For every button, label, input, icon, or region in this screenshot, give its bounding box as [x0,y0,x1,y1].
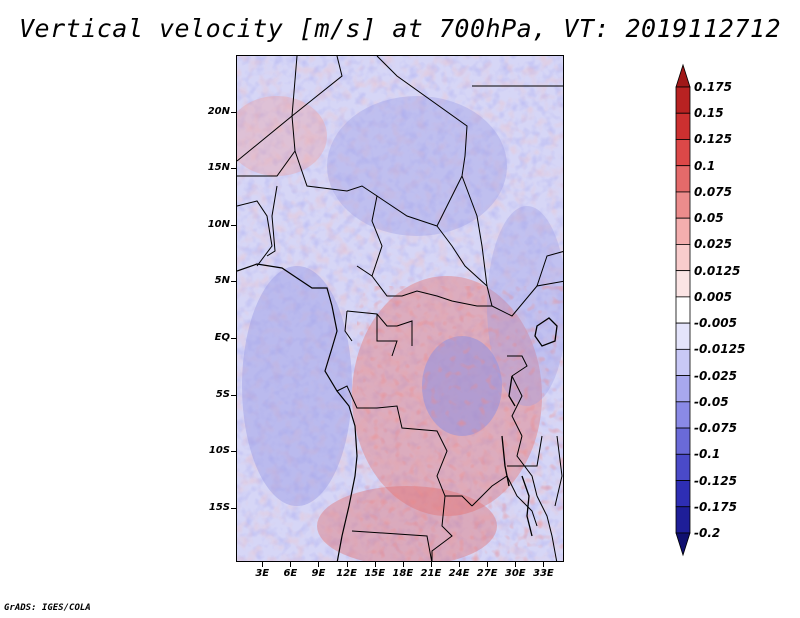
lat-tick-mark [231,281,236,283]
lat-tick-label: EQ [214,331,230,343]
subsidence-region-west [242,266,352,506]
colorbar-tick-label: 0.005 [694,289,732,304]
colorbar-segment [675,480,691,508]
colorbar-tick-label: -0.05 [694,394,729,409]
colorbar-segment [675,401,691,429]
colorbar-tick-label: 0.025 [694,237,732,252]
lat-tick-label: 15N [207,162,230,174]
colorbar-segment [675,191,691,219]
lon-tick-mark [543,562,545,567]
lon-tick-label: 30E [504,568,526,579]
lon-tick-mark [318,562,320,567]
colorbar-tick-label: -0.025 [694,368,737,383]
lat-tick-mark [231,111,236,113]
lon-tick-mark [515,562,517,567]
map-canvas [237,56,563,561]
lat-tick-label: 5N [214,275,230,287]
colorbar-segment [675,86,691,114]
colorbar-segment [675,427,691,455]
lat-tick-mark [231,451,236,453]
lon-tick-label: 6E [283,568,298,579]
colorbar-segment [675,244,691,272]
lon-tick-mark [346,562,348,567]
colorbar-tick-label: 0.175 [694,80,732,94]
colorbar-tick-label: 0.15 [694,106,724,121]
lon-tick-mark [487,562,489,567]
colorbar-segment [675,139,691,167]
lat-tick-label: 10N [207,218,230,230]
country-borders [237,56,563,561]
colorbar-segment [675,165,691,193]
colorbar-tick-label: 0.0125 [694,263,741,278]
lat-tick-mark [231,168,236,170]
colorbar-tick-label: -0.0125 [694,342,746,357]
colorbar-tick-label: -0.2 [694,526,721,540]
colorbar-tick-label: -0.175 [694,499,737,514]
lat-tick-label: 10S [208,445,230,457]
lat-tick-label: 15S [208,501,230,513]
lakes [501,317,558,537]
colorbar-tick-label: -0.005 [694,316,737,331]
colorbar-min-triangle [675,532,691,557]
lat-tick-mark [231,394,236,396]
map-panel[interactable] [236,55,564,562]
coastline [237,263,358,561]
colorbar-segment [675,348,691,376]
colorbar-segment [675,296,691,324]
lat-tick-mark [231,224,236,226]
colorbar-segment [675,112,691,140]
lon-tick-mark [262,562,264,567]
field-strong-updraft-speckle [357,286,563,561]
lon-tick-mark [402,562,404,567]
grads-credit: GrADS: IGES/COLA [4,603,91,613]
lon-tick-label: 9E [311,568,326,579]
lon-tick-mark [290,562,292,567]
chart-title: Vertical velocity [m/s] at 700hPa, VT: 2… [18,14,781,43]
colorbar-tick-label: 0.075 [694,184,732,199]
lon-tick-label: 3E [255,568,270,579]
lon-tick-label: 21E [420,568,442,579]
colorbar-segment [675,270,691,298]
colorbar-tick-label: 0.125 [694,132,732,147]
lon-tick-mark [459,562,461,567]
lat-tick-mark [231,337,236,339]
colorbar-tick-label: -0.125 [694,473,737,488]
colorbar-segment [675,217,691,245]
lon-tick-label: 33E [533,568,554,579]
subsidence-region-north [327,96,507,236]
colorbar-tick-label: -0.075 [694,421,737,436]
colorbar-tick-label: 0.1 [694,158,716,173]
colorbar-segment [675,453,691,481]
lat-tick-mark [231,507,236,509]
colorbar-segment [675,375,691,403]
colorbar-max-triangle [675,63,691,88]
lon-tick-label: 18E [392,568,414,579]
lon-tick-label: 24E [448,568,470,579]
updraft-region-nw [237,96,327,176]
colorbar-segment [675,322,691,350]
lon-tick-mark [374,562,376,567]
lon-tick-label: 12E [336,568,357,579]
lat-tick-label: 5S [215,388,230,400]
lon-tick-label: 27E [476,568,498,579]
colorbar-segment [675,506,691,534]
lon-tick-mark [430,562,432,567]
lat-tick-label: 20N [207,105,230,117]
colorbar-tick-label: -0.1 [694,447,721,462]
lon-tick-label: 15E [364,568,386,579]
colorbar-tick-label: 0.05 [694,211,724,226]
